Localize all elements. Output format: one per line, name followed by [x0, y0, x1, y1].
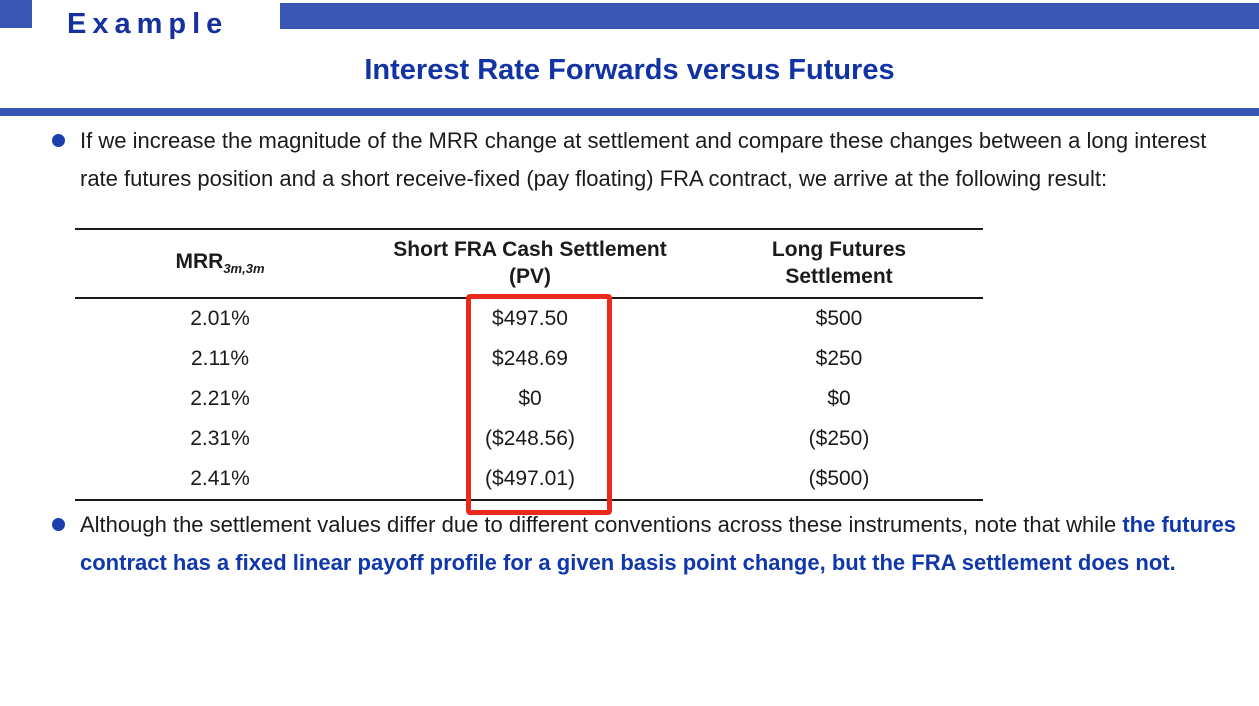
bullet-icon	[52, 134, 65, 147]
table-row: 2.31% ($248.56) ($250)	[75, 419, 983, 459]
table-cell: 2.11%	[191, 347, 249, 370]
table-cell: ($500)	[808, 467, 870, 490]
col-header-short-fra: Short FRA Cash Settlement (PV)	[365, 229, 695, 299]
bullet1-text: If we increase the magnitude of the MRR …	[80, 128, 1207, 191]
bullet2-emphasis-text: the futures contract has a fixed linear …	[80, 512, 1237, 575]
mrr-label: MRR	[175, 250, 224, 274]
bullet-icon	[52, 518, 65, 531]
corner-accent-block	[0, 0, 32, 28]
table-cell: 2.41%	[190, 467, 250, 490]
bullet-item-intro: If we increase the magnitude of the MRR …	[52, 122, 1235, 198]
bullet2-normal-text: Although the settlement values differ du…	[80, 512, 1123, 537]
table-cell: ($497.01)	[485, 467, 575, 490]
example-tag: Example	[67, 8, 229, 40]
table-cell: ($250)	[808, 427, 870, 450]
bullet-item-conclusion: Although the settlement values differ du…	[52, 506, 1240, 582]
col-header-long-futures: Long Futures Settlement	[695, 229, 983, 299]
table-cell: $0	[827, 387, 851, 410]
table-row: 2.41% ($497.01) ($500)	[75, 459, 983, 500]
table-cell: 2.01%	[190, 307, 250, 330]
table-cell: $248.69	[492, 347, 568, 370]
table-cell: $497.50	[492, 307, 568, 330]
table-row: 2.01% $497.50 $500	[75, 298, 983, 339]
table-cell: $500	[815, 307, 863, 330]
table-cell: 2.21%	[190, 387, 250, 410]
table-cell: $0	[518, 387, 542, 410]
mrr-subscript: 3m,3m	[223, 261, 265, 277]
table-row: 2.11% $248.69 $250	[75, 339, 983, 379]
header-banner	[280, 3, 1259, 29]
table-cell: ($248.56)	[485, 427, 575, 450]
table-row: 2.21% $0 $0	[75, 379, 983, 419]
table-cell: 2.31%	[190, 427, 250, 450]
settlement-table: MRR3m,3m Short FRA Cash Settlement (PV) …	[75, 228, 983, 501]
table-cell: $250	[815, 347, 863, 370]
bullet2-text: Although the settlement values differ du…	[80, 506, 1240, 582]
page-title: Interest Rate Forwards versus Futures	[364, 54, 895, 86]
table-header-row: MRR3m,3m Short FRA Cash Settlement (PV) …	[75, 229, 983, 299]
title-divider	[0, 108, 1259, 116]
col-header-mrr: MRR3m,3m	[75, 229, 365, 299]
